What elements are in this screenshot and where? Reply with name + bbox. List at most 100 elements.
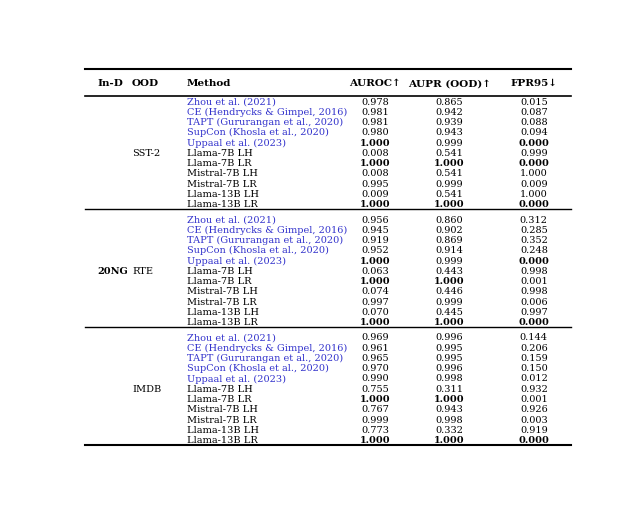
Text: 0.001: 0.001: [520, 277, 548, 285]
Text: Zhou et al. (2021): Zhou et al. (2021): [187, 215, 275, 224]
Text: 0.902: 0.902: [436, 225, 463, 234]
Text: 20NG: 20NG: [97, 266, 128, 275]
Text: 0.942: 0.942: [436, 108, 463, 117]
Text: 1.000: 1.000: [434, 159, 465, 168]
Text: 0.865: 0.865: [436, 97, 463, 107]
Text: 0.981: 0.981: [361, 118, 389, 127]
Text: In-D: In-D: [97, 79, 124, 88]
Text: 0.995: 0.995: [436, 343, 463, 352]
Text: 0.087: 0.087: [520, 108, 548, 117]
Text: Llama-7B LH: Llama-7B LH: [187, 266, 252, 275]
Text: Llama-7B LR: Llama-7B LR: [187, 394, 251, 403]
Text: Zhou et al. (2021): Zhou et al. (2021): [187, 333, 275, 342]
Text: 0.332: 0.332: [435, 425, 463, 434]
Text: 0.998: 0.998: [520, 287, 548, 296]
Text: 0.006: 0.006: [520, 297, 548, 306]
Text: 1.000: 1.000: [360, 394, 390, 403]
Text: 0.990: 0.990: [362, 374, 389, 383]
Text: SST-2: SST-2: [132, 148, 161, 158]
Text: 1.000: 1.000: [434, 318, 465, 326]
Text: Llama-13B LH: Llama-13B LH: [187, 189, 259, 198]
Text: 0.159: 0.159: [520, 354, 548, 362]
Text: 0.926: 0.926: [520, 405, 548, 414]
Text: 0.000: 0.000: [518, 435, 549, 444]
Text: Llama-13B LH: Llama-13B LH: [187, 425, 259, 434]
Text: Mistral-7B LH: Mistral-7B LH: [187, 405, 257, 414]
Text: 1.000: 1.000: [520, 189, 548, 198]
Text: 1.000: 1.000: [360, 159, 390, 168]
Text: Llama-13B LR: Llama-13B LR: [187, 200, 257, 209]
Text: 0.999: 0.999: [436, 179, 463, 188]
Text: AUROC↑: AUROC↑: [349, 79, 401, 88]
Text: SupCon (Khosla et al., 2020): SupCon (Khosla et al., 2020): [187, 364, 328, 373]
Text: RTE: RTE: [132, 266, 153, 275]
Text: 0.008: 0.008: [362, 148, 389, 158]
Text: 0.980: 0.980: [362, 128, 389, 137]
Text: SupCon (Khosla et al., 2020): SupCon (Khosla et al., 2020): [187, 128, 328, 137]
Text: 0.999: 0.999: [436, 256, 463, 265]
Text: 1.000: 1.000: [360, 277, 390, 285]
Text: 1.000: 1.000: [520, 169, 548, 178]
Text: Mistral-7B LR: Mistral-7B LR: [187, 415, 256, 424]
Text: 0.999: 0.999: [436, 138, 463, 147]
Text: 0.999: 0.999: [436, 297, 463, 306]
Text: 0.094: 0.094: [520, 128, 548, 137]
Text: 0.981: 0.981: [361, 108, 389, 117]
Text: Llama-13B LR: Llama-13B LR: [187, 435, 257, 444]
Text: 1.000: 1.000: [434, 277, 465, 285]
Text: 1.000: 1.000: [360, 256, 390, 265]
Text: 0.144: 0.144: [520, 333, 548, 342]
Text: Uppaal et al. (2023): Uppaal et al. (2023): [187, 374, 285, 383]
Text: 0.206: 0.206: [520, 343, 548, 352]
Text: TAPT (Gururangan et al., 2020): TAPT (Gururangan et al., 2020): [187, 118, 343, 127]
Text: Uppaal et al. (2023): Uppaal et al. (2023): [187, 138, 285, 147]
Text: 0.248: 0.248: [520, 246, 548, 255]
Text: CE (Hendrycks & Gimpel, 2016): CE (Hendrycks & Gimpel, 2016): [187, 108, 347, 117]
Text: 0.914: 0.914: [436, 246, 463, 255]
Text: Llama-13B LR: Llama-13B LR: [187, 318, 257, 326]
Text: AUPR (OOD)↑: AUPR (OOD)↑: [408, 79, 491, 88]
Text: 0.869: 0.869: [436, 235, 463, 244]
Text: 0.070: 0.070: [361, 307, 389, 316]
Text: 0.015: 0.015: [520, 97, 548, 107]
Text: Llama-7B LR: Llama-7B LR: [187, 159, 251, 168]
Text: 0.932: 0.932: [520, 384, 548, 393]
Text: 0.860: 0.860: [436, 215, 463, 224]
Text: Mistral-7B LR: Mistral-7B LR: [187, 297, 256, 306]
Text: OOD: OOD: [132, 79, 159, 88]
Text: TAPT (Gururangan et al., 2020): TAPT (Gururangan et al., 2020): [187, 235, 343, 244]
Text: 1.000: 1.000: [434, 394, 465, 403]
Text: 0.767: 0.767: [361, 405, 389, 414]
Text: 0.541: 0.541: [436, 189, 463, 198]
Text: 0.952: 0.952: [361, 246, 389, 255]
Text: 1.000: 1.000: [360, 318, 390, 326]
Text: 0.003: 0.003: [520, 415, 548, 424]
Text: 0.939: 0.939: [436, 118, 463, 127]
Text: 0.998: 0.998: [436, 374, 463, 383]
Text: TAPT (Gururangan et al., 2020): TAPT (Gururangan et al., 2020): [187, 353, 343, 362]
Text: Mistral-7B LR: Mistral-7B LR: [187, 179, 256, 188]
Text: Llama-7B LH: Llama-7B LH: [187, 148, 252, 158]
Text: 0.999: 0.999: [520, 148, 548, 158]
Text: FPR95↓: FPR95↓: [510, 79, 557, 88]
Text: IMDB: IMDB: [132, 384, 161, 393]
Text: 0.000: 0.000: [518, 318, 549, 326]
Text: 1.000: 1.000: [360, 138, 390, 147]
Text: Llama-7B LH: Llama-7B LH: [187, 384, 252, 393]
Text: 0.001: 0.001: [520, 394, 548, 403]
Text: 0.961: 0.961: [361, 343, 389, 352]
Text: 0.009: 0.009: [362, 189, 389, 198]
Text: SupCon (Khosla et al., 2020): SupCon (Khosla et al., 2020): [187, 246, 328, 255]
Text: 0.943: 0.943: [436, 128, 463, 137]
Text: 0.995: 0.995: [436, 354, 463, 362]
Text: 0.999: 0.999: [362, 415, 389, 424]
Text: 0.063: 0.063: [361, 266, 389, 275]
Text: 0.009: 0.009: [520, 179, 548, 188]
Text: 0.996: 0.996: [436, 333, 463, 342]
Text: 0.995: 0.995: [362, 179, 389, 188]
Text: 0.919: 0.919: [520, 425, 548, 434]
Text: 0.541: 0.541: [436, 169, 463, 178]
Text: 1.000: 1.000: [434, 435, 465, 444]
Text: 0.285: 0.285: [520, 225, 548, 234]
Text: 0.997: 0.997: [361, 297, 389, 306]
